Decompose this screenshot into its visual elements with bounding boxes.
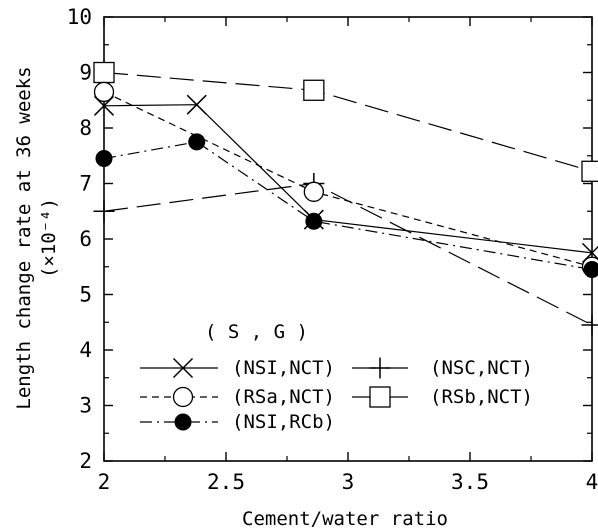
marker-shape	[303, 79, 325, 101]
legend-marker	[369, 386, 391, 408]
data-series	[93, 61, 598, 336]
series-line	[103, 182, 593, 326]
data-point	[303, 209, 324, 230]
data-point	[303, 79, 325, 101]
legend-label: (RSa,NCT)	[232, 386, 335, 408]
marker-stroke	[172, 357, 194, 379]
marker-shape	[93, 81, 115, 103]
marker-shape	[93, 61, 115, 84]
y-axis-label: Length change rate at 36 weeks	[13, 66, 35, 409]
y-tick-label: 2	[79, 449, 92, 473]
x-tick-label: 4	[586, 470, 598, 494]
data-point	[93, 81, 115, 103]
x-tick-label: 3	[342, 470, 355, 494]
data-point	[583, 261, 598, 279]
marker-shape	[303, 181, 324, 202]
y-tick-label: 9	[79, 61, 92, 85]
marker-shape	[95, 150, 113, 168]
x-tick-label: 2	[98, 470, 111, 494]
marker-shape	[581, 160, 598, 182]
y-tick-label: 5	[79, 283, 92, 307]
legend-label: (NSI,RCb)	[232, 411, 335, 433]
data-point	[303, 181, 324, 202]
data-point	[93, 61, 115, 84]
data-point	[305, 212, 323, 230]
axis-labels: Cement/water ratio Length change rate at…	[13, 66, 448, 530]
legend-label: (NSC,NCT)	[430, 357, 533, 379]
data-point	[93, 95, 115, 116]
series-line	[103, 141, 593, 271]
y-tick-label: 10	[67, 5, 92, 29]
data-point	[95, 150, 113, 168]
y-tick-label: 3	[79, 394, 92, 418]
marker-shape	[188, 133, 206, 151]
data-point	[188, 133, 206, 151]
legend-marker	[172, 357, 194, 379]
data-point	[93, 200, 115, 222]
marker-shape	[305, 212, 323, 230]
legend-header: ( S , G )	[205, 321, 308, 343]
series-line	[103, 91, 593, 268]
marker-shape	[172, 386, 194, 408]
marker-stroke	[186, 94, 207, 115]
marker-stroke	[581, 245, 598, 263]
marker-shape	[583, 261, 598, 279]
marker-stroke	[303, 209, 324, 230]
x-tick-label: 3.5	[451, 470, 489, 494]
data-point	[186, 94, 207, 115]
legend: ( S , G ) (NSI,NCT) (NSC,NCT) (RSa,NCT) (RS…	[140, 321, 533, 433]
legend-marker	[174, 413, 192, 431]
marker-shape	[174, 413, 192, 431]
x-axis-label: Cement/water ratio	[242, 508, 448, 530]
legend-label: (NSI,NCT)	[232, 357, 335, 379]
x-tick-label: 2.5	[207, 470, 245, 494]
data-point	[581, 314, 598, 336]
y-tick-label: 8	[79, 116, 92, 140]
legend-marker	[172, 386, 194, 408]
y-tick-label: 7	[79, 172, 92, 196]
legend-marker	[369, 357, 391, 379]
marker-shape	[369, 386, 391, 408]
axis-ticks: 2 2.5 3 3.5 4 2 3 4 5 6 7 8 9 10	[67, 5, 598, 494]
y-tick-label: 4	[79, 338, 92, 362]
marker-stroke	[93, 95, 115, 116]
series-line	[103, 104, 593, 254]
data-point	[581, 242, 598, 263]
series-line	[103, 71, 593, 172]
legend-label: (RSb,NCT)	[430, 386, 533, 408]
data-point	[581, 160, 598, 182]
y-tick-label: 6	[79, 227, 92, 251]
y-axis-unit-label: (×10⁻⁴)	[38, 198, 60, 278]
